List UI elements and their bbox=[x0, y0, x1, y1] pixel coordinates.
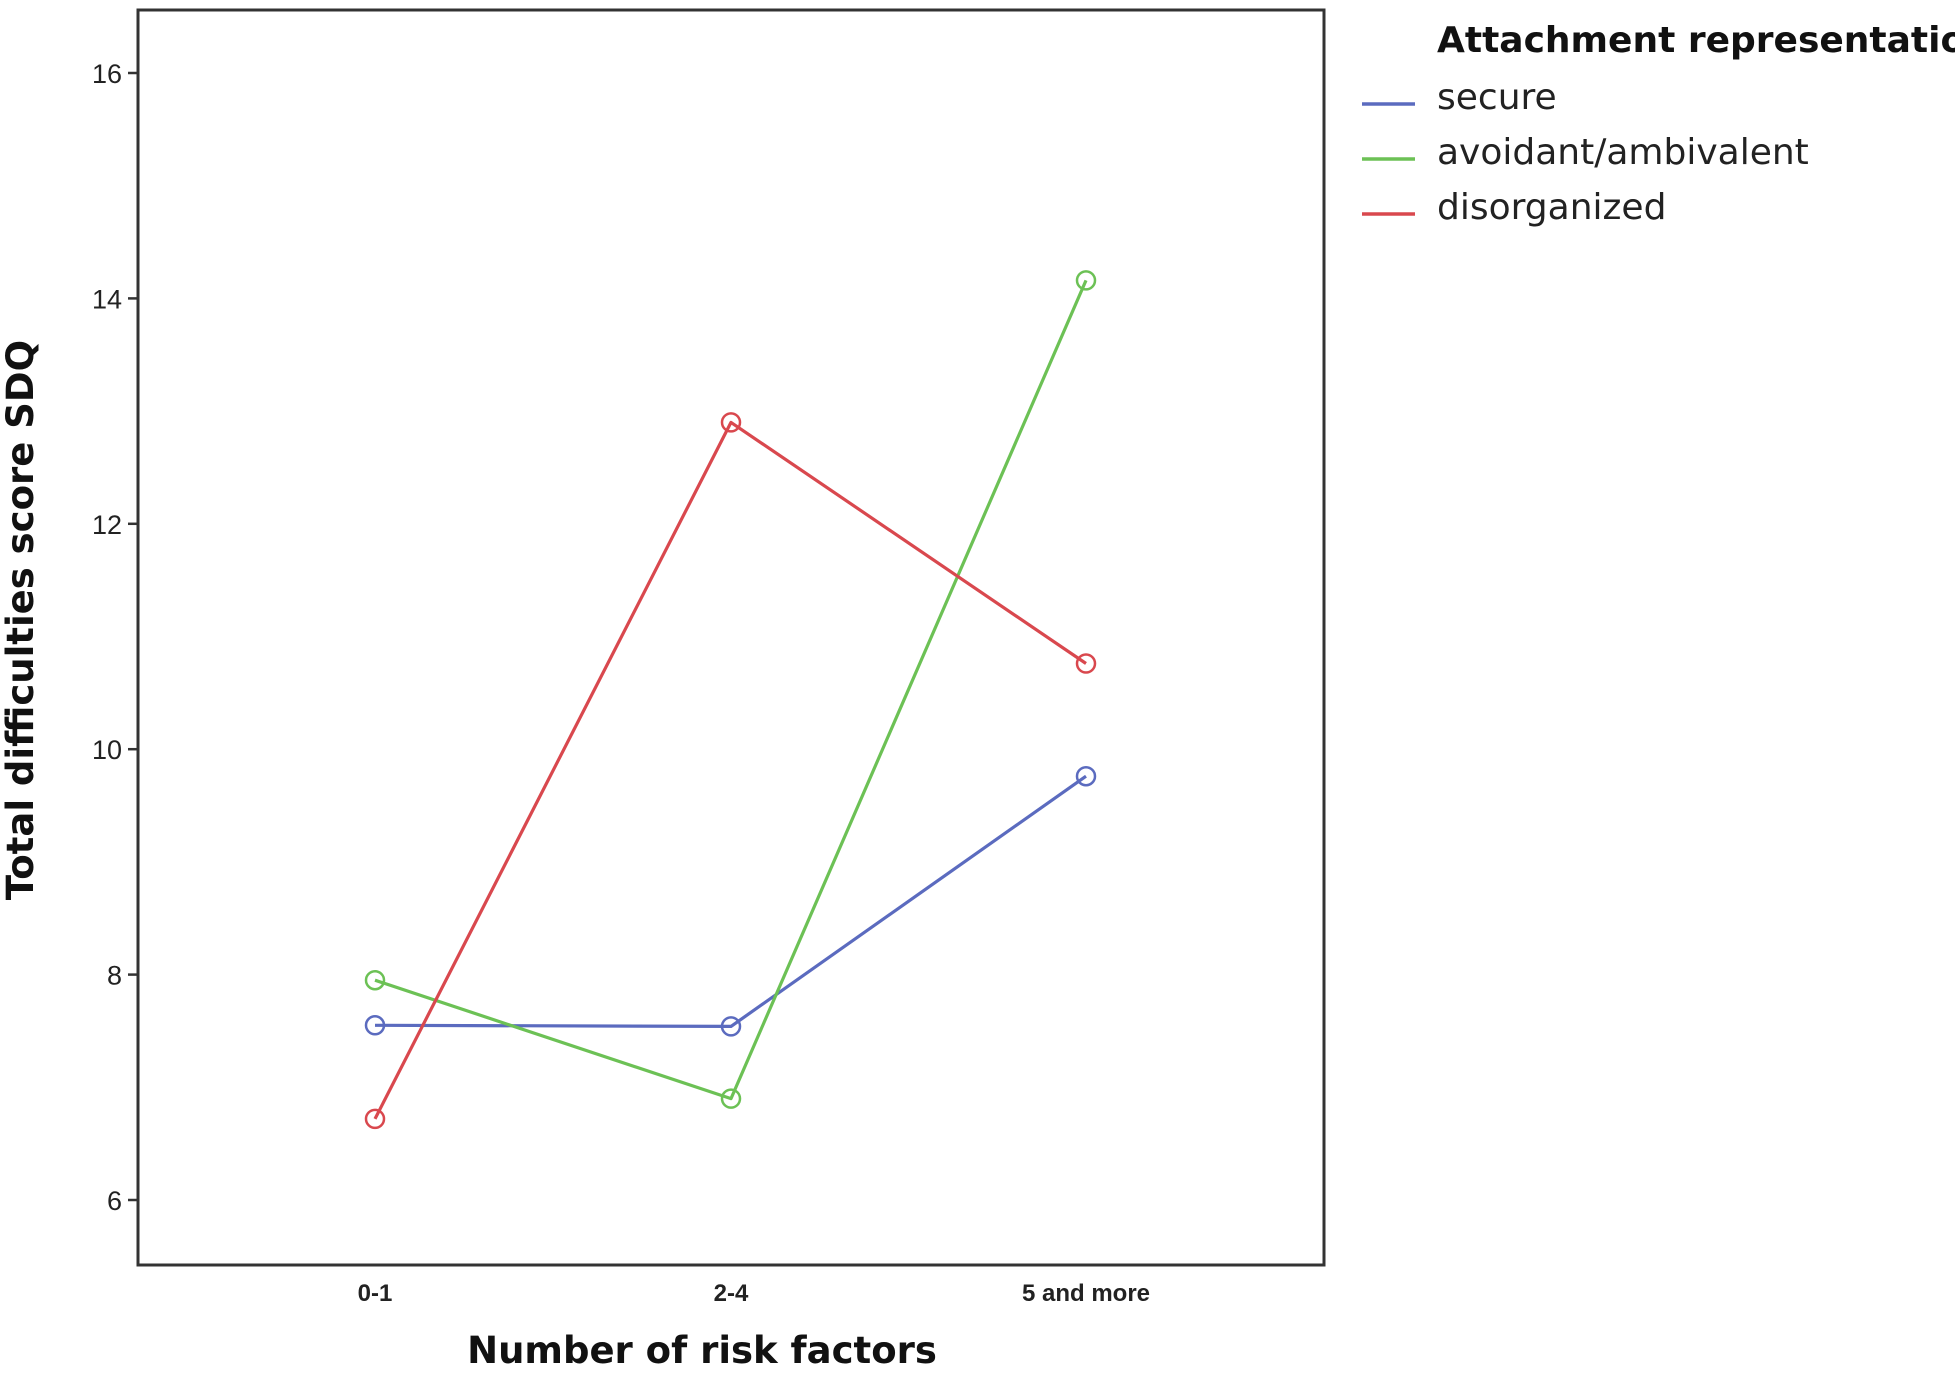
data-point bbox=[720, 412, 742, 433]
data-point bbox=[364, 969, 386, 991]
x-tick-label: 2-4 bbox=[714, 1280, 749, 1307]
y-tick-label: 8 bbox=[107, 961, 122, 991]
y-tick-label: 16 bbox=[92, 59, 122, 89]
y-axis: 6 8 10 12 14 16 bbox=[92, 59, 138, 1216]
x-tick-label: 0-1 bbox=[358, 1280, 393, 1307]
series-line bbox=[374, 279, 1088, 1101]
legend-title: Attachment representation bbox=[1437, 20, 1955, 61]
legend: Attachment representation secure avoidant… bbox=[1362, 20, 1955, 228]
y-tick-label: 14 bbox=[92, 284, 122, 314]
x-tick-label: 5 and more bbox=[1022, 1280, 1150, 1307]
x-axis-title: Number of risk factors bbox=[467, 1329, 937, 1372]
data-point bbox=[720, 1016, 742, 1037]
legend-label: disorganized bbox=[1437, 187, 1666, 228]
x-axis: 0-1 2-4 5 and more bbox=[358, 1280, 1150, 1307]
data-point bbox=[1075, 653, 1097, 674]
data-point bbox=[720, 1088, 742, 1109]
y-tick-label: 6 bbox=[107, 1186, 122, 1216]
data-point bbox=[364, 1108, 386, 1130]
legend-items: secure avoidant/ambivalent disorganized bbox=[1362, 77, 1809, 228]
data-point bbox=[1075, 765, 1097, 787]
data-point bbox=[1075, 270, 1097, 291]
plot-frame bbox=[136, 8, 1326, 1267]
legend-label: avoidant/ambivalent bbox=[1437, 132, 1809, 173]
series-line bbox=[374, 774, 1087, 1029]
legend-label: secure bbox=[1437, 77, 1557, 118]
y-tick-label: 10 bbox=[92, 735, 122, 765]
series-layer bbox=[364, 270, 1097, 1130]
series-line bbox=[373, 420, 1087, 1120]
y-tick-label: 12 bbox=[92, 510, 122, 540]
y-axis-title: Total difficulties score SDQ bbox=[0, 340, 42, 900]
data-point bbox=[364, 1015, 386, 1036]
